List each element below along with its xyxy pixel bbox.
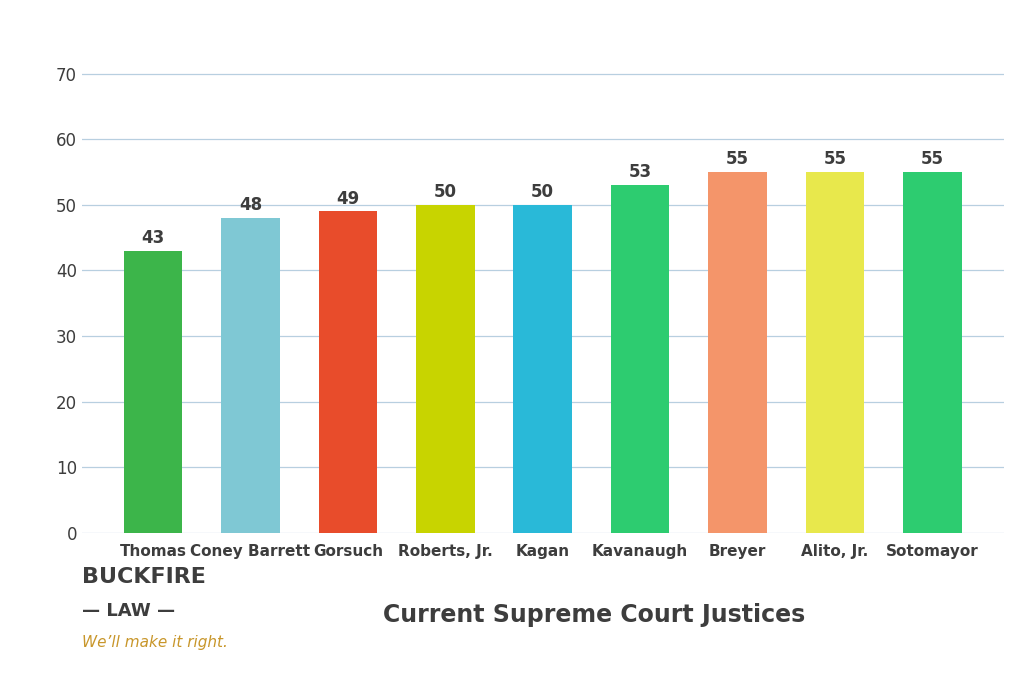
Bar	[513, 205, 572, 533]
Text: 50: 50	[434, 183, 457, 201]
Text: BUCKFIRE: BUCKFIRE	[82, 567, 206, 587]
Bar	[806, 172, 864, 533]
Bar	[611, 185, 670, 533]
Text: We’ll make it right.: We’ll make it right.	[82, 635, 227, 650]
Bar	[903, 172, 962, 533]
Bar	[709, 172, 767, 533]
Bar	[221, 218, 280, 533]
Text: 48: 48	[239, 196, 262, 214]
Text: Current Supreme Court Justices: Current Supreme Court Justices	[383, 602, 805, 627]
Text: 55: 55	[823, 150, 847, 168]
Text: 53: 53	[629, 163, 651, 181]
Text: 50: 50	[531, 183, 554, 201]
Bar	[318, 212, 377, 533]
Text: 43: 43	[141, 229, 165, 247]
Text: 49: 49	[336, 189, 359, 208]
Text: — LAW —: — LAW —	[82, 602, 175, 620]
Text: 55: 55	[921, 150, 944, 168]
Bar	[416, 205, 474, 533]
Bar	[124, 251, 182, 533]
Text: 55: 55	[726, 150, 750, 168]
